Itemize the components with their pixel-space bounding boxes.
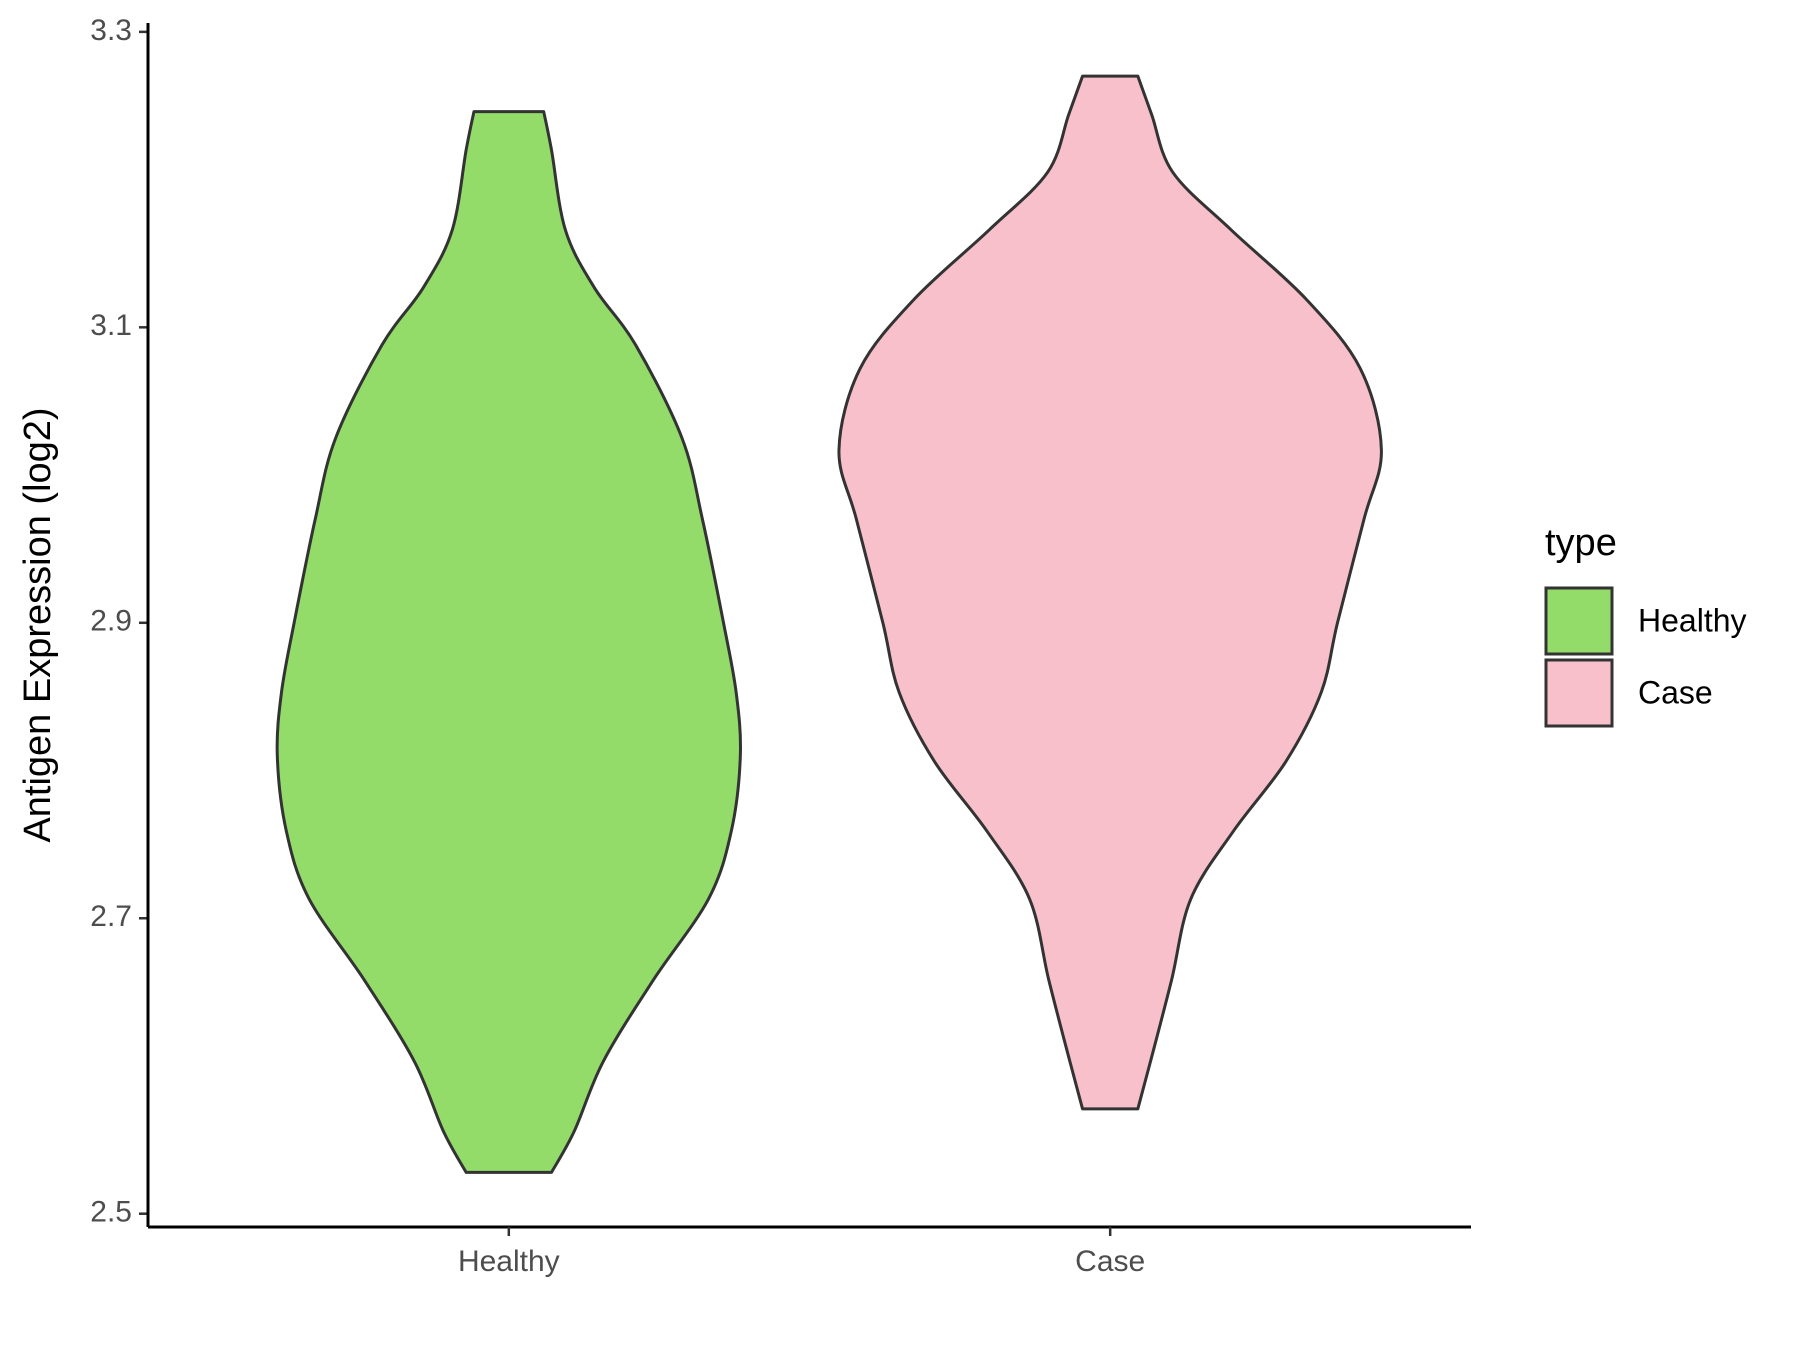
y-tick-label: 3.3 bbox=[90, 14, 132, 47]
x-tick-label: Case bbox=[1075, 1245, 1145, 1278]
y-tick-label: 2.5 bbox=[90, 1196, 132, 1229]
y-tick-label: 2.7 bbox=[90, 900, 132, 933]
legend-label: Healthy bbox=[1638, 602, 1747, 638]
legend-label: Case bbox=[1638, 674, 1713, 710]
y-axis-title: Antigen Expression (log2) bbox=[17, 407, 59, 842]
legend-title: type bbox=[1545, 522, 1617, 564]
y-tick-label: 3.1 bbox=[90, 309, 132, 342]
legend-key bbox=[1544, 586, 1614, 656]
y-tick-label: 2.9 bbox=[90, 605, 132, 638]
violin bbox=[837, 74, 1383, 1111]
x-tick-label: Healthy bbox=[458, 1245, 560, 1278]
violin bbox=[275, 110, 743, 1174]
legend-key bbox=[1544, 658, 1614, 728]
